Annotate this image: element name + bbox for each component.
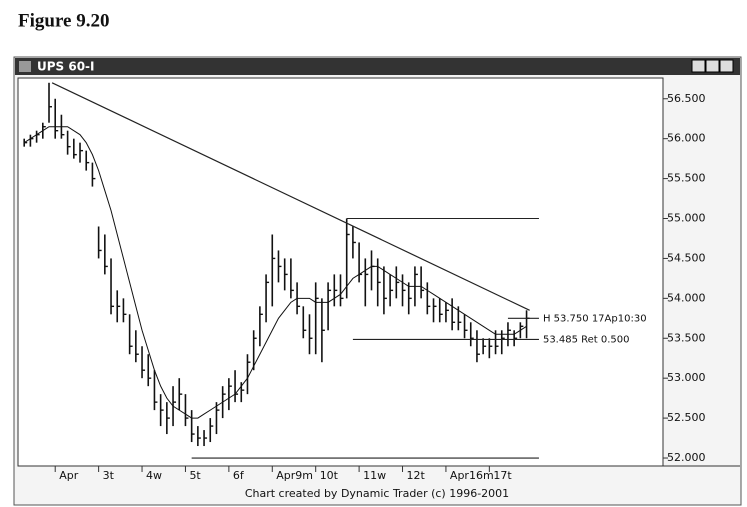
maximize-button[interactable]	[705, 59, 720, 73]
trendline	[51, 82, 530, 311]
x-tick-label: 6f	[233, 469, 245, 482]
x-tick-label: Apr9m	[276, 469, 313, 482]
window-icon	[19, 61, 31, 72]
figure-label: Figure 9.20	[18, 10, 109, 31]
x-tick-label: 12t	[407, 469, 426, 482]
x-tick-label: 10t	[320, 469, 339, 482]
x-tick-label: Apr	[59, 469, 79, 482]
moving-average	[23, 126, 527, 419]
y-tick-label: 53.000	[667, 371, 706, 384]
y-tick-label: 54.000	[667, 291, 706, 304]
x-tick-label: 11w	[363, 469, 386, 482]
x-tick-label: 5t	[189, 469, 201, 482]
y-tick-label: 56.000	[667, 132, 706, 145]
x-tick-label: 17t	[493, 469, 512, 482]
y-tick-label: 54.500	[667, 251, 706, 264]
y-tick-label: 55.500	[667, 172, 706, 185]
x-tick-label: 4w	[146, 469, 162, 482]
y-tick-label: 52.000	[667, 451, 706, 464]
window-title: UPS 60-I	[37, 60, 95, 74]
minimize-button[interactable]	[691, 59, 706, 73]
y-tick-label: 52.500	[667, 411, 706, 424]
y-tick-label: 56.500	[667, 92, 706, 105]
y-tick-label: 53.500	[667, 331, 706, 344]
x-tick-label: Apr16m	[450, 469, 494, 482]
y-tick-label: 55.000	[667, 212, 706, 225]
level-label: 53.485 Ret 0.500	[543, 334, 630, 345]
level-label: H 53.750 17Ap10:30	[543, 313, 647, 324]
footer: Chart created by Dynamic Trader (c) 1996…	[245, 487, 509, 500]
title-bar	[15, 58, 740, 75]
plot-area	[17, 77, 664, 467]
close-button[interactable]	[719, 59, 734, 73]
x-tick-label: 3t	[103, 469, 115, 482]
